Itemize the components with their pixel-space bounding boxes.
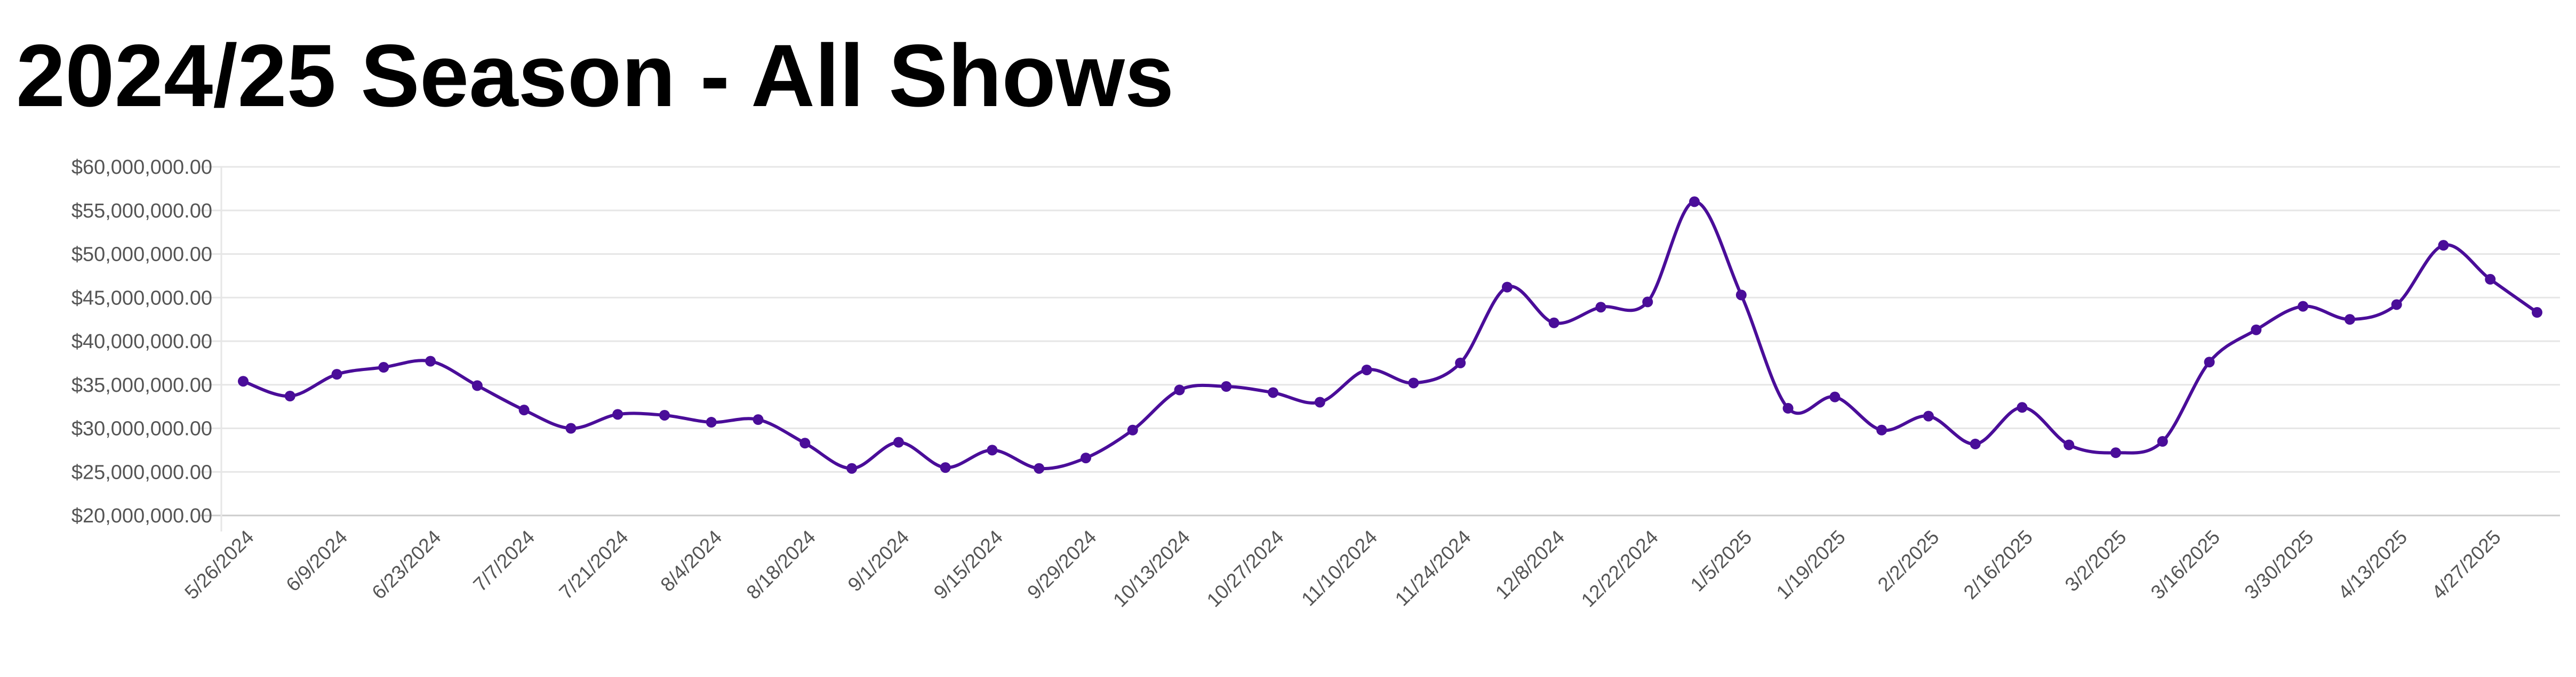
- data-point: [1455, 357, 1466, 368]
- data-point: [2485, 273, 2496, 285]
- data-point: [2251, 324, 2262, 335]
- data-point: [2204, 357, 2215, 368]
- x-tick-label: 11/24/2024: [1391, 526, 1475, 610]
- data-point: [753, 414, 764, 425]
- data-point: [1689, 196, 1700, 207]
- x-tick-label: 2/16/2025: [1959, 526, 2037, 603]
- y-tick-label: $35,000,000.00: [71, 374, 212, 397]
- x-tick-label: 9/1/2024: [844, 526, 914, 596]
- y-tick-label: $20,000,000.00: [71, 505, 212, 527]
- x-tick-label: 8/18/2024: [742, 526, 820, 603]
- data-point: [331, 369, 342, 380]
- data-point: [1735, 289, 1747, 301]
- data-point: [378, 362, 389, 373]
- data-point: [987, 445, 998, 456]
- data-point: [1080, 453, 1091, 464]
- data-point: [1501, 281, 1513, 293]
- x-tick-label: 5/26/2024: [180, 526, 258, 603]
- x-tick-label: 9/29/2024: [1023, 526, 1100, 603]
- x-tick-label: 12/8/2024: [1491, 526, 1569, 603]
- data-point: [425, 356, 436, 367]
- data-point: [799, 438, 811, 449]
- y-tick-label: $30,000,000.00: [71, 418, 212, 440]
- x-tick-label: 4/27/2025: [2427, 526, 2505, 603]
- x-tick-label: 12/22/2024: [1577, 526, 1662, 611]
- data-point: [1782, 402, 1794, 414]
- data-point: [706, 417, 717, 428]
- data-point: [1876, 424, 1887, 436]
- data-point: [612, 409, 623, 420]
- x-tick-label: 4/13/2025: [2334, 526, 2411, 603]
- x-tick-label: 8/4/2024: [657, 526, 726, 596]
- x-tick-label: 3/2/2025: [2061, 526, 2131, 596]
- data-point: [1034, 463, 1045, 474]
- data-point: [940, 462, 951, 473]
- data-point: [2110, 447, 2122, 458]
- data-point: [2438, 240, 2449, 251]
- y-tick-label: $55,000,000.00: [71, 200, 212, 222]
- data-point: [1595, 302, 1606, 313]
- data-point: [1268, 387, 1279, 398]
- data-point: [1314, 397, 1325, 408]
- data-point: [893, 437, 904, 448]
- data-point: [2017, 402, 2028, 413]
- x-tick-label: 10/13/2024: [1109, 526, 1194, 611]
- data-point: [1548, 317, 1559, 328]
- data-point: [1642, 296, 1653, 308]
- y-tick-label: $25,000,000.00: [71, 461, 212, 483]
- y-tick-label: $40,000,000.00: [71, 331, 212, 353]
- data-point: [2532, 307, 2542, 318]
- y-tick-label: $60,000,000.00: [71, 156, 212, 179]
- x-tick-label: 6/9/2024: [282, 526, 351, 596]
- data-point: [518, 405, 530, 416]
- x-tick-label: 3/16/2025: [2147, 526, 2224, 603]
- data-point: [846, 463, 858, 474]
- data-point: [471, 380, 483, 391]
- x-tick-label: 2/2/2025: [1874, 526, 1943, 596]
- data-point: [565, 423, 577, 434]
- y-tick-label: $45,000,000.00: [71, 287, 212, 309]
- data-point: [238, 376, 249, 387]
- x-tick-label: 3/30/2025: [2240, 526, 2317, 603]
- data-point: [1361, 364, 1372, 375]
- data-point: [284, 391, 295, 402]
- x-tick-label: 7/21/2024: [555, 526, 632, 603]
- data-point: [1923, 410, 1934, 422]
- data-point: [2063, 439, 2075, 450]
- data-point: [2157, 436, 2168, 447]
- data-point: [1174, 384, 1185, 396]
- data-point: [2391, 299, 2402, 310]
- x-tick-label: 1/19/2025: [1772, 526, 1850, 603]
- x-tick-label: 6/23/2024: [367, 526, 445, 603]
- x-tick-label: 9/15/2024: [930, 526, 1007, 603]
- data-point: [1127, 424, 1138, 436]
- data-point: [1408, 377, 1419, 389]
- data-point: [659, 409, 670, 421]
- chart-title: 2024/25 Season - All Shows: [16, 27, 1174, 125]
- data-point: [2298, 301, 2309, 312]
- x-tick-label: 1/5/2025: [1686, 526, 1756, 596]
- data-point: [1829, 391, 1841, 402]
- x-tick-label: 7/7/2024: [469, 526, 539, 596]
- data-point: [2344, 314, 2355, 325]
- data-point: [1970, 438, 1981, 449]
- x-tick-label: 10/27/2024: [1203, 526, 1288, 611]
- x-tick-label: 11/10/2024: [1297, 526, 1381, 610]
- y-tick-label: $50,000,000.00: [71, 244, 212, 266]
- data-point: [1221, 381, 1232, 392]
